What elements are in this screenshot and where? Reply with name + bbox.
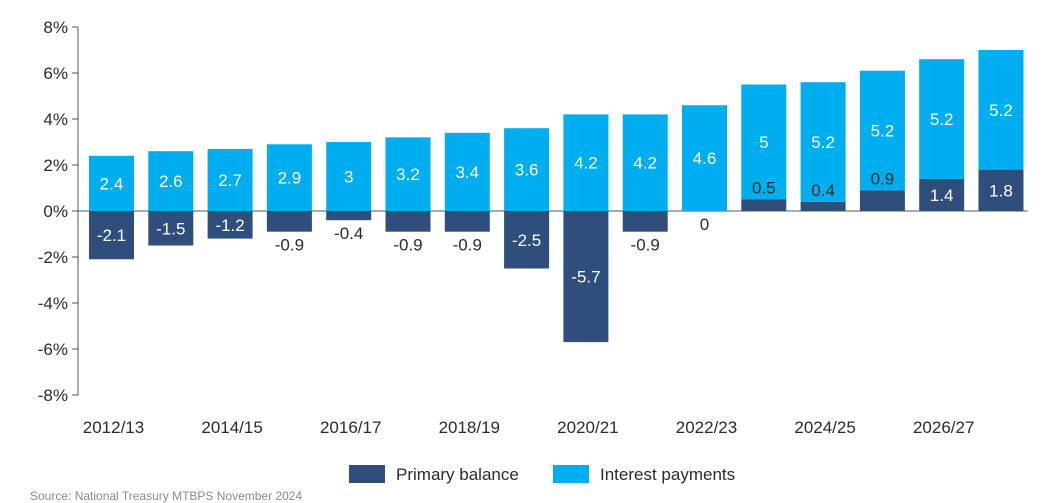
x-tick-label: 2022/23 — [676, 418, 737, 437]
bar-primary-balance — [504, 211, 550, 269]
data-label-interest-payments: 2.6 — [159, 172, 183, 191]
data-label-primary-balance: -2.5 — [512, 231, 541, 250]
data-label-interest-payments: 4.6 — [693, 149, 717, 168]
data-label-interest-payments: 5.2 — [930, 110, 954, 129]
y-tick-label: 4% — [43, 110, 68, 129]
bar-interest-payments — [385, 137, 431, 211]
data-label-primary-balance: 1.4 — [930, 186, 954, 205]
data-label-primary-balance: -5.7 — [571, 268, 600, 287]
x-tick-label: 2014/15 — [201, 418, 262, 437]
data-label-interest-payments: 2.9 — [278, 169, 302, 188]
data-label-primary-balance: -0.9 — [453, 236, 482, 255]
bar-primary-balance — [741, 199, 787, 211]
data-label-interest-payments: 5.2 — [989, 101, 1013, 120]
legend-swatch — [553, 465, 589, 483]
bar-interest-payments — [682, 105, 727, 211]
y-tick-label: -8% — [38, 386, 68, 405]
bar-primary-balance — [919, 178, 965, 211]
data-label-primary-balance: -0.9 — [631, 236, 660, 255]
y-tick-label: -6% — [38, 340, 68, 359]
data-label-primary-balance: -0.9 — [393, 236, 422, 255]
chart-data-labels: 2.4 -2.1 2.6 -1.5 2.7 -1.2 2.9 -0.9 3 -0.4 3.2 -0.9… — [97, 101, 1013, 287]
bar-interest-payments — [622, 114, 668, 211]
y-tick-label: 8% — [43, 18, 68, 37]
data-label-primary-balance: 0 — [700, 215, 709, 234]
legend-label: Interest payments — [600, 465, 735, 484]
bar-primary-balance — [266, 211, 312, 232]
data-label-interest-payments: 2.4 — [100, 174, 124, 193]
x-tick-label: 2018/19 — [439, 418, 500, 437]
y-tick-label: -4% — [38, 294, 68, 313]
bar-interest-payments — [741, 84, 787, 200]
y-tick-label: -2% — [38, 248, 68, 267]
data-label-interest-payments: 5 — [759, 133, 768, 152]
x-tick-label: 2026/27 — [913, 418, 974, 437]
data-label-primary-balance: -0.9 — [275, 236, 304, 255]
x-tick-label: 2024/25 — [794, 418, 855, 437]
bar-primary-balance — [978, 169, 1024, 211]
bar-primary-balance — [563, 211, 609, 343]
x-tick-label: 2020/21 — [557, 418, 618, 437]
bar-primary-balance — [148, 211, 194, 246]
data-label-interest-payments: 3.4 — [455, 163, 479, 182]
y-tick-label: 6% — [43, 64, 68, 83]
data-label-interest-payments: 4.2 — [574, 154, 598, 173]
bar-interest-payments — [444, 132, 490, 211]
data-label-interest-payments: 3 — [344, 168, 353, 187]
bar-primary-balance — [859, 190, 905, 211]
data-label-interest-payments: 2.7 — [218, 171, 242, 190]
bar-primary-balance — [622, 211, 668, 232]
bar-interest-payments — [800, 82, 846, 202]
bar-interest-payments — [148, 151, 194, 211]
legend-swatch — [349, 465, 385, 483]
chart-source-note: Source: National Treasury MTBPS November… — [30, 489, 303, 503]
data-label-primary-balance: -0.4 — [334, 224, 363, 243]
x-tick-label: 2016/17 — [320, 418, 381, 437]
data-label-interest-payments: 5.2 — [811, 133, 835, 152]
bar-interest-payments — [978, 50, 1024, 170]
data-label-interest-payments: 3.6 — [515, 161, 539, 180]
bar-primary-balance — [385, 211, 431, 232]
data-label-primary-balance: -1.2 — [215, 216, 244, 235]
bar-interest-payments — [89, 155, 134, 211]
data-label-primary-balance: 0.9 — [871, 169, 895, 188]
data-label-primary-balance: 0.4 — [811, 181, 835, 200]
chart-legend: Primary balance Interest payments — [349, 465, 735, 484]
data-label-interest-payments: 3.2 — [396, 165, 420, 184]
bar-interest-payments — [207, 148, 253, 211]
y-tick-label: 0% — [43, 202, 68, 221]
x-tick-label: 2012/13 — [83, 418, 144, 437]
chart-tick-labels: 8% 6% 4% 2% 0% -2% -4% -6% -8% 2012/13 2014/15 2016… — [38, 18, 975, 437]
y-tick-label: 2% — [43, 156, 68, 175]
bar-primary-balance — [800, 201, 846, 211]
data-label-interest-payments: 4.2 — [633, 154, 657, 173]
bar-interest-payments — [266, 144, 312, 211]
bar-primary-balance — [326, 211, 372, 221]
bar-interest-payments — [504, 128, 550, 211]
bar-primary-balance — [444, 211, 490, 232]
data-label-primary-balance: -2.1 — [97, 226, 126, 245]
bar-primary-balance — [207, 211, 253, 239]
bar-interest-payments — [563, 114, 609, 211]
bar-interest-payments — [326, 142, 372, 211]
bar-interest-payments — [859, 70, 905, 191]
data-label-primary-balance: 1.8 — [989, 181, 1013, 200]
legend-label: Primary balance — [396, 465, 519, 484]
bar-interest-payments — [919, 59, 965, 179]
data-label-primary-balance: 0.5 — [752, 179, 776, 198]
chart-bars — [89, 50, 1024, 343]
data-label-primary-balance: -1.5 — [156, 219, 185, 238]
bar-primary-balance — [89, 211, 134, 260]
data-label-interest-payments: 5.2 — [871, 122, 895, 141]
